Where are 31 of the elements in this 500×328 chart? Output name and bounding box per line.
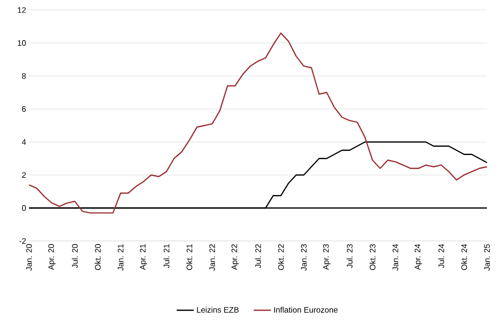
x-tick-label: Apr. 24	[414, 244, 422, 270]
x-tick-label: Apr. 21	[140, 244, 148, 270]
x-tick-label: Jan. 22	[209, 244, 216, 271]
x-tick-label: Okt. 22	[278, 244, 284, 270]
y-tick-label: 6	[22, 106, 26, 112]
x-tick-label: Jul. 22	[255, 244, 261, 268]
x-tick-label: Apr. 22	[231, 244, 239, 270]
x-tick-label: Okt. 24	[461, 244, 468, 270]
y-tick-label: 8	[22, 73, 26, 79]
x-tick-label: Okt. 23	[370, 244, 376, 270]
x-tick-label: Jul. 23	[346, 244, 353, 268]
x-tick-label: Jan. 24	[392, 244, 398, 271]
y-tick-label: 0	[22, 205, 26, 211]
legend-label: Inflation Eurozone	[274, 306, 338, 313]
x-tick-label: Jan. 23	[300, 244, 307, 271]
x-tick-label: Apr. 20	[48, 244, 56, 270]
legend-label: Leizins EZB	[197, 306, 239, 313]
y-tick-label: -2	[19, 238, 26, 244]
x-tick-label: Jan. 25	[484, 244, 490, 271]
x-tick-label: Okt. 20	[94, 244, 101, 270]
x-tick-label: Apr. 23	[323, 244, 330, 270]
x-tick-label: Jul. 20	[72, 244, 78, 268]
x-tick-label: Jul. 24	[438, 244, 444, 268]
x-tick-label: Jan. 21	[118, 244, 124, 271]
x-tick-label: Jul. 21	[163, 244, 170, 268]
y-tick-label: 12	[18, 7, 26, 13]
x-tick-label: Okt. 21	[186, 244, 192, 270]
y-tick-label: 4	[22, 139, 26, 145]
y-tick-label: 10	[18, 40, 26, 46]
x-tick-label: Jan. 20	[26, 244, 32, 271]
y-tick-label: 2	[22, 172, 26, 178]
